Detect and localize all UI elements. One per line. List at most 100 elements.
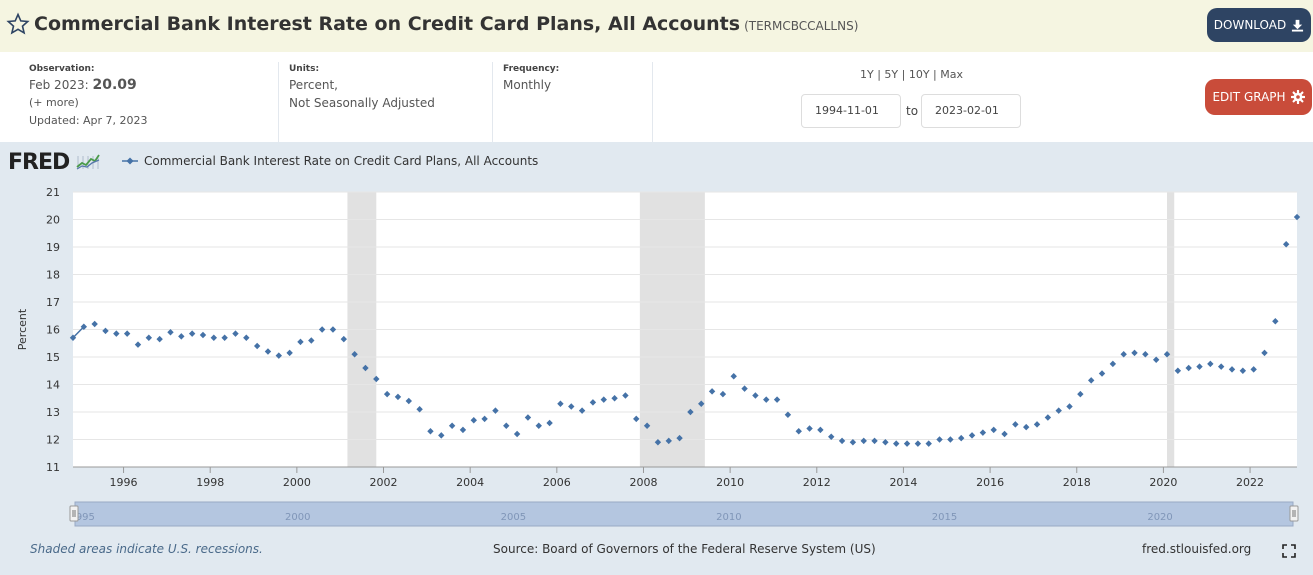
units-block: Units: Percent, Not Seasonally Adjusted (289, 62, 435, 112)
data-point (362, 364, 369, 372)
data-point (459, 426, 467, 434)
frequency-value: Monthly (503, 78, 552, 92)
data-point (297, 338, 304, 346)
start-date-input[interactable]: 1994-11-01 (801, 94, 901, 128)
gear-icon (1290, 90, 1305, 104)
y-tick-label: 20 (46, 214, 60, 227)
range-max[interactable]: Max (940, 68, 964, 81)
divider (652, 62, 653, 142)
x-tick-label: 1996 (110, 476, 138, 489)
series-line (72, 326, 85, 339)
data-point (1207, 360, 1214, 368)
units-label: Units: (289, 64, 320, 74)
data-point (665, 437, 672, 445)
data-point (123, 330, 131, 337)
navigator-label: 1995 (69, 512, 94, 523)
frequency-label: Frequency: (503, 64, 560, 74)
star-icon[interactable] (6, 12, 30, 36)
download-label: DOWNLOAD (1213, 18, 1287, 32)
x-tick-label: 2002 (370, 476, 398, 489)
data-point (1272, 318, 1279, 325)
data-point (308, 337, 315, 344)
navigator-handle[interactable] (1289, 505, 1299, 522)
end-date-input[interactable]: 2023-02-01 (921, 94, 1021, 128)
x-tick-label: 2016 (976, 476, 1004, 489)
data-point (69, 334, 77, 341)
navigator-range (74, 501, 1294, 527)
observation-block: Observation: Feb 2023: 20.09 (+ more) Up… (29, 62, 148, 130)
data-point (470, 417, 477, 424)
data-point (264, 348, 272, 355)
page-title: Commercial Bank Interest Rate on Credit … (34, 13, 858, 35)
data-point (188, 330, 196, 337)
data-point (1001, 430, 1008, 438)
data-point (784, 411, 792, 418)
observation-label: Observation: (29, 64, 95, 74)
data-point (643, 422, 651, 429)
edit-graph-button[interactable]: EDIT GRAPH (1205, 79, 1312, 115)
data-point (416, 406, 423, 413)
data-point (1163, 351, 1171, 358)
data-point (535, 422, 542, 429)
y-tick-label: 11 (46, 461, 60, 474)
title-bar: Commercial Bank Interest Rate on Credit … (0, 0, 1313, 52)
y-axis-label: Percent (16, 308, 29, 350)
x-tick-label: 1998 (196, 476, 224, 489)
data-point (936, 436, 943, 443)
x-tick-label: 2004 (456, 476, 484, 489)
data-point (546, 419, 553, 427)
data-point (958, 434, 965, 442)
navigator-handle[interactable] (69, 505, 79, 522)
data-point (1228, 366, 1236, 373)
data-point (979, 429, 987, 436)
y-tick-label: 16 (46, 324, 60, 337)
data-point (351, 351, 358, 358)
more-observations-link[interactable]: (+ more) (29, 96, 79, 109)
data-point (611, 395, 618, 402)
range-10y[interactable]: 10Y (908, 68, 930, 81)
fred-site-link[interactable]: fred.stlouisfed.org (1142, 542, 1252, 556)
download-button[interactable]: DOWNLOAD (1207, 8, 1311, 42)
data-point (275, 352, 283, 359)
data-point (178, 333, 185, 340)
data-point (167, 329, 174, 336)
data-point (253, 342, 261, 350)
data-point (622, 392, 629, 399)
data-point (838, 437, 846, 445)
data-point (318, 326, 326, 333)
fullscreen-icon[interactable] (1282, 544, 1296, 558)
legend-marker (122, 157, 138, 165)
x-tick-label: 2014 (889, 476, 917, 489)
navigator-label: 2020 (1147, 512, 1172, 523)
x-tick-label: 2010 (716, 476, 744, 489)
data-point (763, 396, 770, 403)
data-point (817, 426, 824, 434)
range-selector: 1Y | 5Y | 10Y | Max (860, 68, 964, 81)
x-tick-label: 2012 (803, 476, 831, 489)
range-1y[interactable]: 1Y (860, 68, 874, 81)
data-point (1077, 390, 1084, 398)
data-point (492, 407, 499, 414)
data-point (156, 335, 163, 343)
data-point (1087, 377, 1095, 384)
data-point (947, 436, 954, 443)
range-5y[interactable]: 5Y (884, 68, 899, 81)
data-point (1217, 363, 1225, 370)
data-point (1261, 349, 1268, 357)
navigator-label: 2010 (716, 512, 741, 523)
data-point (1239, 367, 1247, 374)
data-point (568, 403, 575, 410)
data-point (1012, 421, 1019, 428)
chart-plot: 11 12 13 14 15 16 17 18 19 20 21 1996 1998 2000 2002 20… (16, 186, 1301, 527)
data-point (633, 415, 640, 423)
y-tick-label: 12 (46, 434, 60, 447)
data-point (882, 439, 889, 446)
data-point (752, 392, 759, 399)
updated-date: Updated: Apr 7, 2023 (29, 114, 148, 127)
x-tick-label: 2018 (1063, 476, 1091, 489)
data-point (524, 414, 532, 421)
divider (492, 62, 493, 142)
to-label: to (906, 104, 919, 118)
observation-value: 20.09 (92, 77, 137, 93)
data-point (405, 397, 412, 405)
